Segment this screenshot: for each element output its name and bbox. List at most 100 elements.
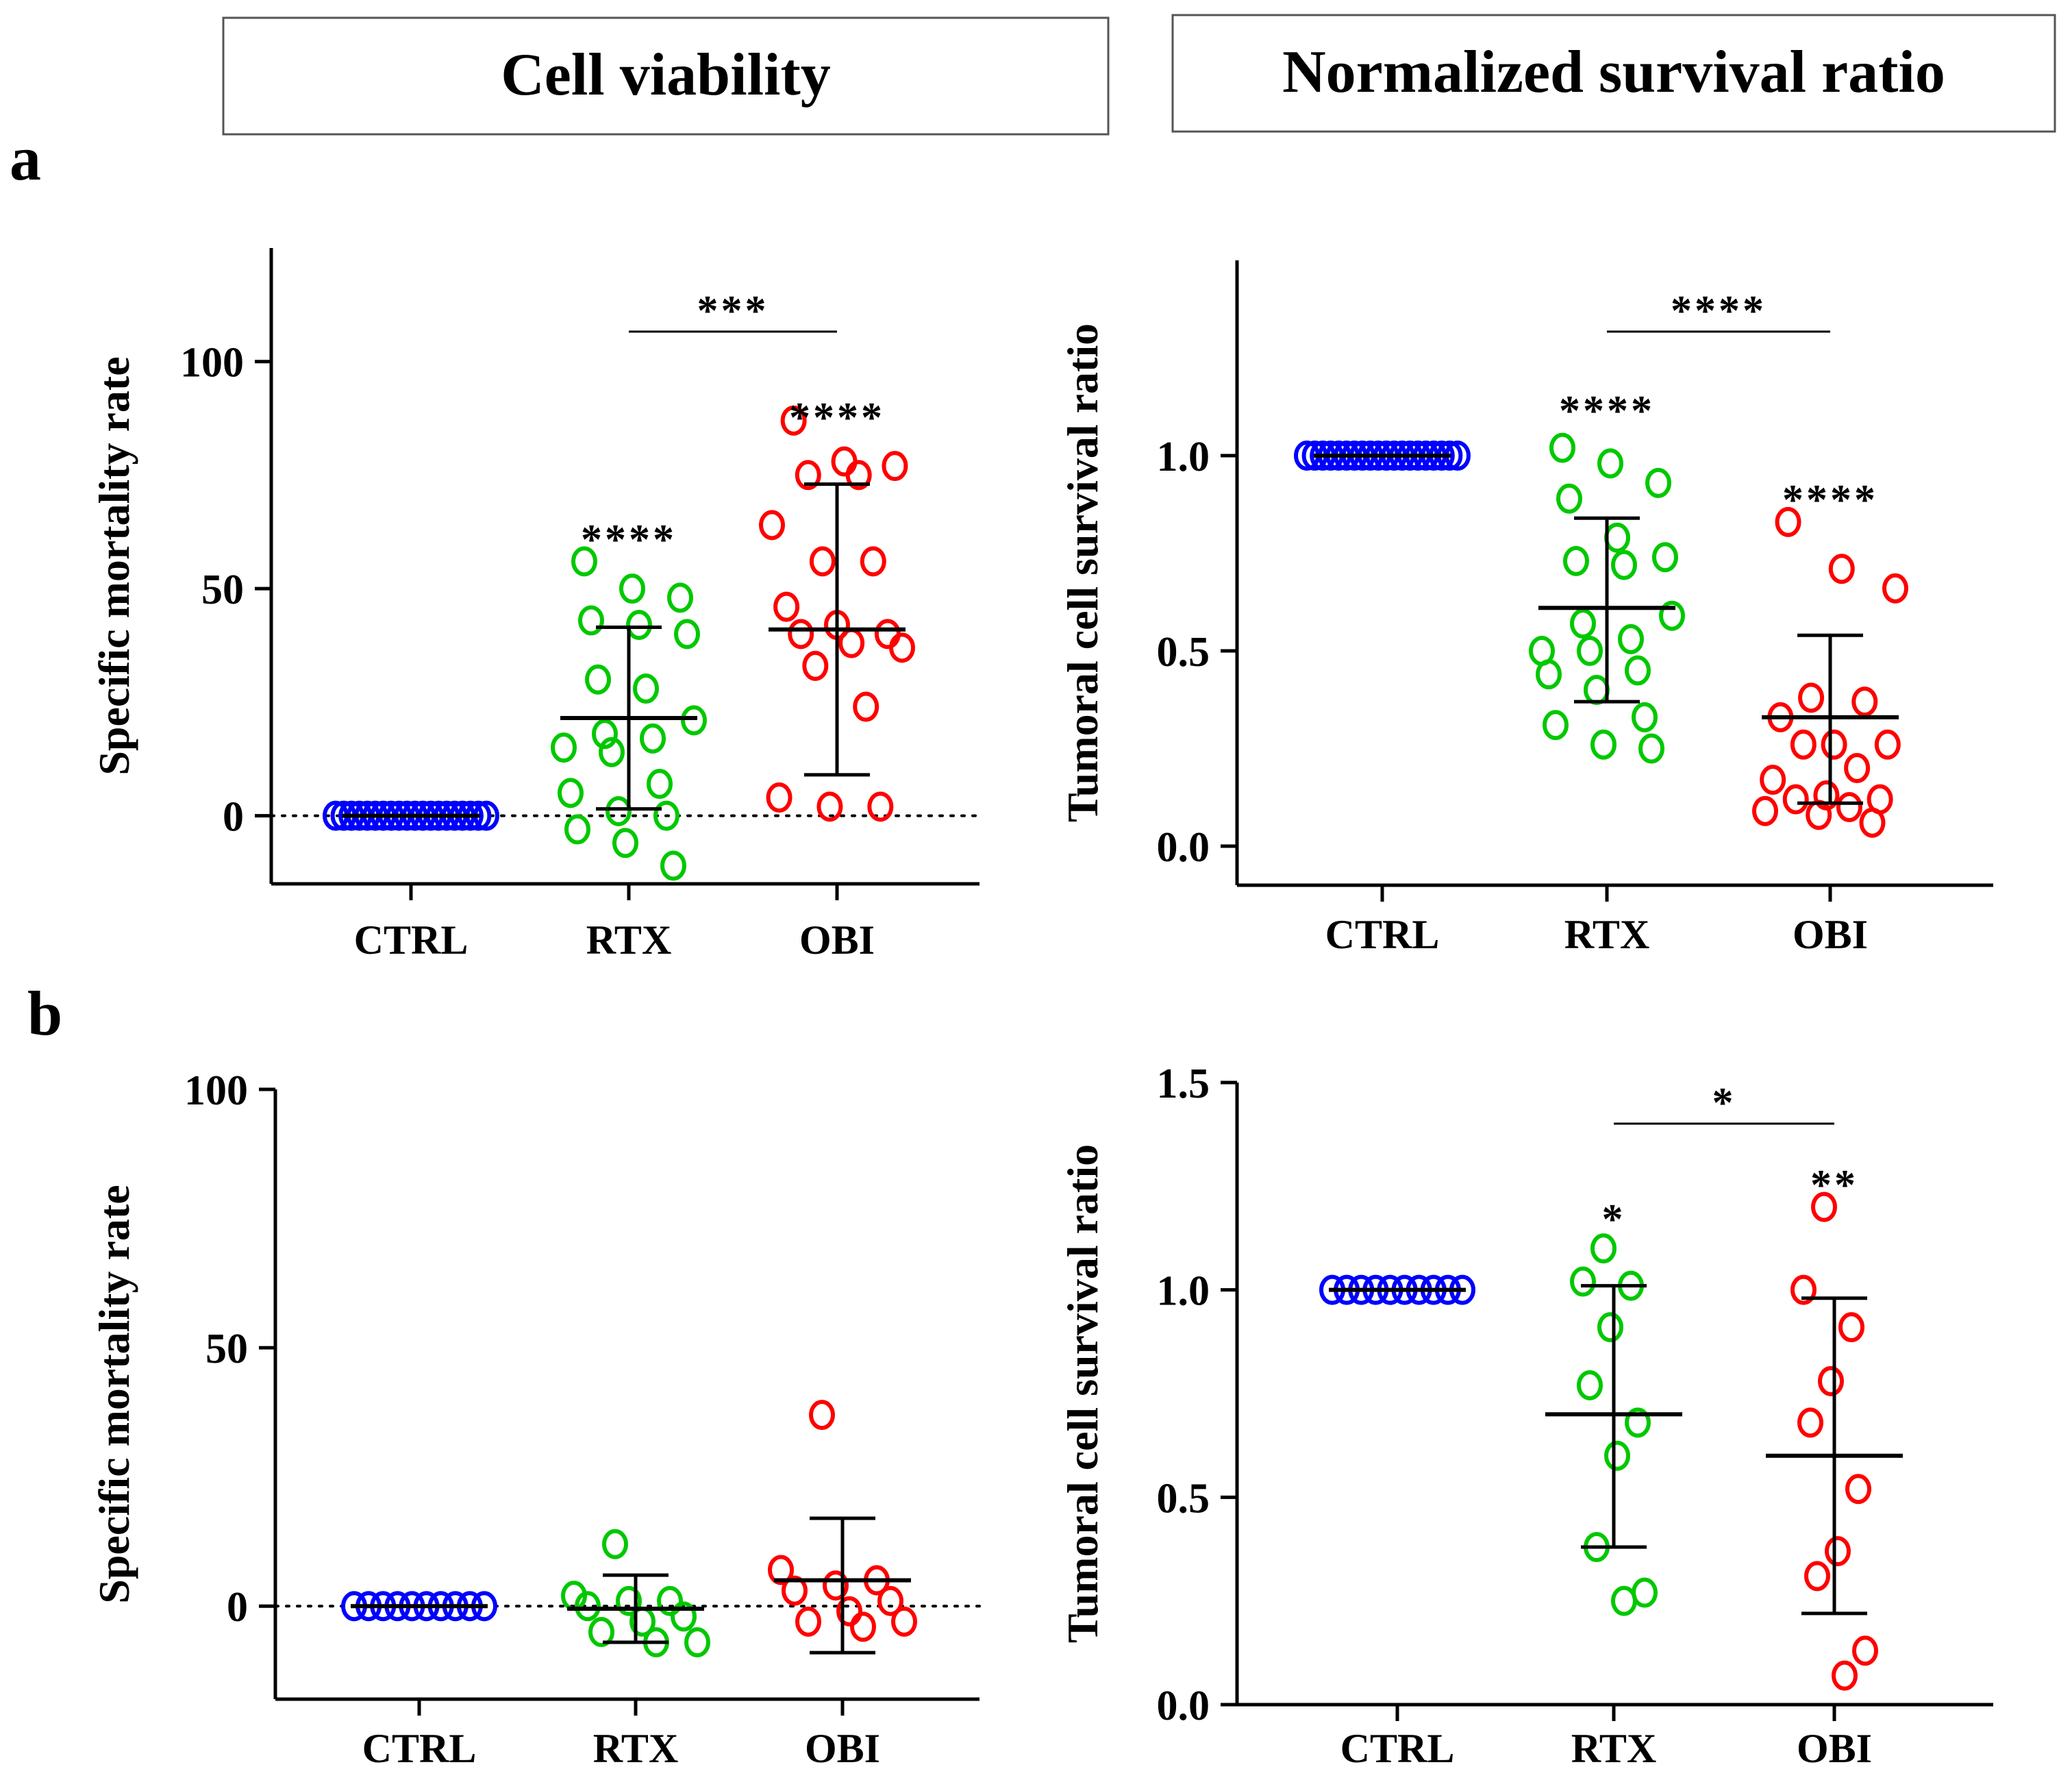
data-point-obi <box>1859 807 1886 838</box>
x-tick-label-rtx: RTX <box>593 1726 679 1771</box>
data-point-obi <box>816 791 843 822</box>
data-point-obi <box>780 405 807 436</box>
data-point-rtx <box>640 723 666 754</box>
data-point-obi <box>1818 1365 1844 1396</box>
data-point-obi <box>1790 1274 1817 1305</box>
data-point-obi <box>1828 554 1855 584</box>
y-tick-label: 50 <box>205 1326 248 1372</box>
data-point-obi <box>1798 682 1825 713</box>
significance-label-rtx: **** <box>1559 388 1655 434</box>
data-point-obi <box>1845 1474 1871 1505</box>
y-tick-label: 1.5 <box>1157 1061 1210 1107</box>
significance-label-rtx: **** <box>581 517 677 563</box>
y-axis-title: Specific mortality rate <box>90 356 138 775</box>
data-point-rtx <box>657 1585 683 1616</box>
y-axis-title: Tumoral cell survival ratio <box>1058 323 1107 822</box>
x-tick-label-ctrl: CTRL <box>354 917 469 963</box>
data-point-rtx <box>674 619 700 650</box>
y-tick-label: 0.5 <box>1157 629 1210 676</box>
x-tick-label-obi: OBI <box>1793 912 1868 957</box>
data-point-rtx <box>1570 1266 1596 1297</box>
data-point-rtx <box>1638 733 1664 764</box>
x-tick-label-ctrl: CTRL <box>1325 912 1440 957</box>
x-tick-label-rtx: RTX <box>1571 1726 1657 1771</box>
data-point-obi <box>1797 1407 1823 1438</box>
data-point-obi <box>836 1596 862 1627</box>
data-point-obi <box>860 546 886 577</box>
data-point-obi <box>768 1555 794 1585</box>
data-point-obi <box>1760 765 1786 795</box>
x-tick-label-ctrl: CTRL <box>1340 1726 1455 1771</box>
data-point-rtx <box>1590 1233 1617 1264</box>
data-point-obi <box>802 650 829 681</box>
data-point-obi <box>1874 729 1901 760</box>
data-point-obi <box>1811 1191 1837 1222</box>
data-point-obi <box>891 1606 917 1637</box>
data-point-rtx <box>588 1616 614 1647</box>
x-tick-label-obi: OBI <box>805 1726 880 1771</box>
data-point-obi <box>1790 729 1817 760</box>
data-point-obi <box>788 619 814 650</box>
data-point-rtx <box>671 1601 697 1632</box>
y-tick-label: 0 <box>223 794 244 841</box>
data-point-obi <box>809 546 836 577</box>
data-point-obi <box>1882 573 1908 604</box>
chart-a-mortality: 0 50 100 Specific mortality rate CTRL RTX OBI *… <box>90 248 981 963</box>
data-point-rtx <box>564 814 590 845</box>
data-point-rtx <box>1577 1370 1603 1400</box>
data-point-rtx <box>1618 623 1644 654</box>
data-point-obi <box>1821 729 1847 760</box>
significance-label-obi: ** <box>1810 1162 1858 1209</box>
data-point-rtx <box>1597 1312 1623 1343</box>
data-point-obi <box>766 782 792 813</box>
data-point-rtx <box>1625 1407 1651 1438</box>
y-tick-label: 100 <box>180 340 244 386</box>
data-point-rtx <box>1536 659 1562 690</box>
significance-label-obi: **** <box>789 395 885 441</box>
y-tick-label: 0.5 <box>1157 1475 1210 1522</box>
panel-label-a: a <box>10 123 41 193</box>
header-cell-viability: Cell viability <box>501 42 831 108</box>
data-point-rtx <box>1659 600 1685 631</box>
x-tick-label-obi: OBI <box>1797 1726 1872 1771</box>
x-tick-label-obi: OBI <box>799 917 875 963</box>
data-point-rtx <box>585 664 611 695</box>
chart-a-survival: 0.0 0.5 1.0 Tumoral cell survival ratio CTRL… <box>1058 260 1993 957</box>
data-point-rtx <box>1604 522 1630 553</box>
data-point-obi <box>795 1606 821 1637</box>
data-point-rtx <box>653 800 679 831</box>
data-point-rtx <box>1549 432 1575 463</box>
data-point-rtx <box>660 850 686 881</box>
y-tick-label: 1.0 <box>1157 434 1210 480</box>
data-point-rtx <box>647 769 673 800</box>
header-box-normalized-survival <box>1171 14 2056 133</box>
data-point-obi <box>1838 1312 1864 1343</box>
header-box-cell-viability <box>222 16 1110 136</box>
data-point-obi <box>1852 1635 1878 1666</box>
panel-label-b: b <box>27 978 62 1048</box>
data-point-obi <box>877 1585 903 1616</box>
data-point-rtx <box>1632 702 1658 732</box>
y-tick-label: 100 <box>184 1067 248 1114</box>
significance-label-rtx: * <box>1602 1196 1626 1243</box>
data-point-rtx <box>606 795 632 826</box>
data-point-obi <box>850 1611 876 1642</box>
data-point-obi <box>882 451 908 482</box>
data-point-rtx <box>1652 542 1678 573</box>
data-point-obi <box>795 460 821 491</box>
data-point-rtx <box>551 732 577 763</box>
data-point-rtx <box>667 582 693 613</box>
data-point-obi <box>838 628 865 658</box>
data-point-rtx <box>1577 636 1603 666</box>
chart-b-survival: 0.0 0.5 1.0 1.5 Tumoral cell survival ratio C… <box>1058 1061 1993 1771</box>
data-point-rtx <box>1604 1440 1630 1471</box>
data-point-rtx <box>619 573 645 604</box>
x-tick-label-ctrl: CTRL <box>362 1726 477 1771</box>
data-point-rtx <box>684 1627 710 1658</box>
data-point-rtx <box>1570 608 1596 639</box>
y-tick-label: 0.0 <box>1157 1683 1210 1729</box>
data-point-obi <box>1844 753 1871 783</box>
y-tick-label: 0.0 <box>1157 824 1210 871</box>
data-point-obi <box>1832 1660 1858 1691</box>
